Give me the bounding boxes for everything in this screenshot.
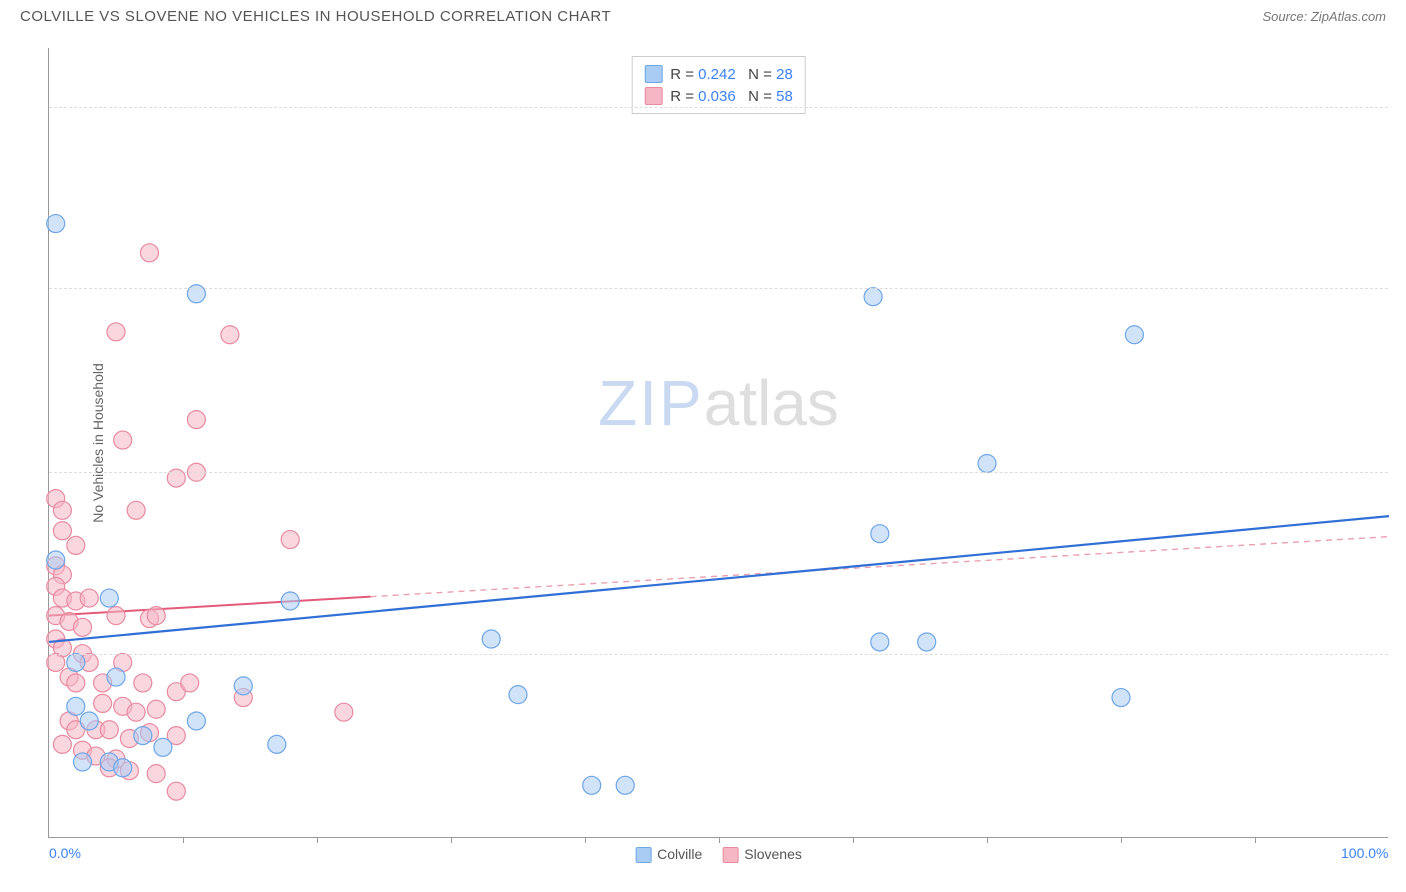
data-point: [335, 703, 353, 721]
data-point: [509, 686, 527, 704]
data-point: [181, 674, 199, 692]
data-point: [47, 215, 65, 233]
chart-title: COLVILLE VS SLOVENE NO VEHICLES IN HOUSE…: [20, 8, 611, 25]
x-tick-label: 100.0%: [1341, 845, 1388, 861]
data-point: [67, 536, 85, 554]
legend-series: Colville Slovenes: [635, 846, 802, 863]
data-point: [1112, 689, 1130, 707]
data-point: [127, 501, 145, 519]
data-point: [187, 712, 205, 730]
data-point: [268, 735, 286, 753]
data-point: [187, 411, 205, 429]
chart-source: Source: ZipAtlas.com: [1262, 9, 1386, 24]
data-point: [127, 703, 145, 721]
n-value-slovenes: 58: [776, 88, 793, 105]
legend-swatch-slovenes-bottom: [722, 847, 738, 863]
x-tick-mark: [1255, 837, 1256, 843]
data-point: [114, 759, 132, 777]
data-point: [100, 721, 118, 739]
data-point: [47, 551, 65, 569]
data-point: [53, 501, 71, 519]
data-point: [67, 697, 85, 715]
trend-line: [49, 516, 1389, 642]
r-value-colville: 0.242: [698, 66, 736, 83]
data-point: [871, 525, 889, 543]
data-point: [53, 735, 71, 753]
legend-item-slovenes: Slovenes: [722, 846, 802, 863]
data-point: [134, 674, 152, 692]
chart-container: ZIPatlas R = 0.242 N = 28 R = 0.036 N = …: [48, 48, 1388, 838]
legend-swatch-colville-bottom: [635, 847, 651, 863]
data-point: [482, 630, 500, 648]
data-point: [871, 633, 889, 651]
r-value-slovenes: 0.036: [698, 88, 736, 105]
data-point: [47, 653, 65, 671]
data-point: [147, 607, 165, 625]
x-tick-mark: [1121, 837, 1122, 843]
data-point: [114, 431, 132, 449]
x-tick-mark: [585, 837, 586, 843]
x-tick-mark: [451, 837, 452, 843]
data-point: [107, 323, 125, 341]
data-point: [100, 589, 118, 607]
x-tick-mark: [183, 837, 184, 843]
trend-line-dashed: [371, 537, 1389, 597]
x-tick-mark: [317, 837, 318, 843]
data-point: [147, 700, 165, 718]
data-point: [918, 633, 936, 651]
legend-stats-slovenes: R = 0.036 N = 58: [670, 88, 793, 105]
gridline: [49, 288, 1388, 289]
legend-row-colville: R = 0.242 N = 28: [644, 63, 793, 85]
data-point: [583, 776, 601, 794]
data-point: [616, 776, 634, 794]
n-value-colville: 28: [776, 66, 793, 83]
data-point: [978, 454, 996, 472]
legend-correlation: R = 0.242 N = 28 R = 0.036 N = 58: [631, 56, 806, 114]
x-tick-mark: [853, 837, 854, 843]
data-point: [167, 782, 185, 800]
data-point: [864, 288, 882, 306]
data-point: [74, 618, 92, 636]
data-point: [281, 531, 299, 549]
data-point: [107, 668, 125, 686]
plot-area: ZIPatlas R = 0.242 N = 28 R = 0.036 N = …: [48, 48, 1388, 838]
data-point: [141, 244, 159, 262]
plot-svg: [49, 48, 1389, 838]
chart-header: COLVILLE VS SLOVENE NO VEHICLES IN HOUSE…: [0, 0, 1406, 31]
legend-stats-colville: R = 0.242 N = 28: [670, 66, 793, 83]
gridline: [49, 654, 1388, 655]
data-point: [154, 738, 172, 756]
data-point: [107, 607, 125, 625]
data-point: [53, 522, 71, 540]
data-point: [134, 727, 152, 745]
data-point: [67, 674, 85, 692]
data-point: [147, 765, 165, 783]
data-point: [94, 694, 112, 712]
x-tick-mark: [987, 837, 988, 843]
x-tick-mark: [719, 837, 720, 843]
legend-swatch-slovenes: [644, 87, 662, 105]
legend-row-slovenes: R = 0.036 N = 58: [644, 85, 793, 107]
data-point: [80, 712, 98, 730]
data-point: [234, 677, 252, 695]
data-point: [281, 592, 299, 610]
legend-label-colville: Colville: [657, 846, 702, 862]
data-point: [221, 326, 239, 344]
data-point: [67, 653, 85, 671]
gridline: [49, 472, 1388, 473]
data-point: [74, 753, 92, 771]
y-axis-label: No Vehicles in Household: [90, 363, 106, 523]
legend-item-colville: Colville: [635, 846, 702, 863]
gridline: [49, 107, 1388, 108]
data-point: [80, 589, 98, 607]
legend-swatch-colville: [644, 65, 662, 83]
data-point: [1125, 326, 1143, 344]
x-tick-label: 0.0%: [49, 845, 81, 861]
legend-label-slovenes: Slovenes: [744, 846, 802, 862]
